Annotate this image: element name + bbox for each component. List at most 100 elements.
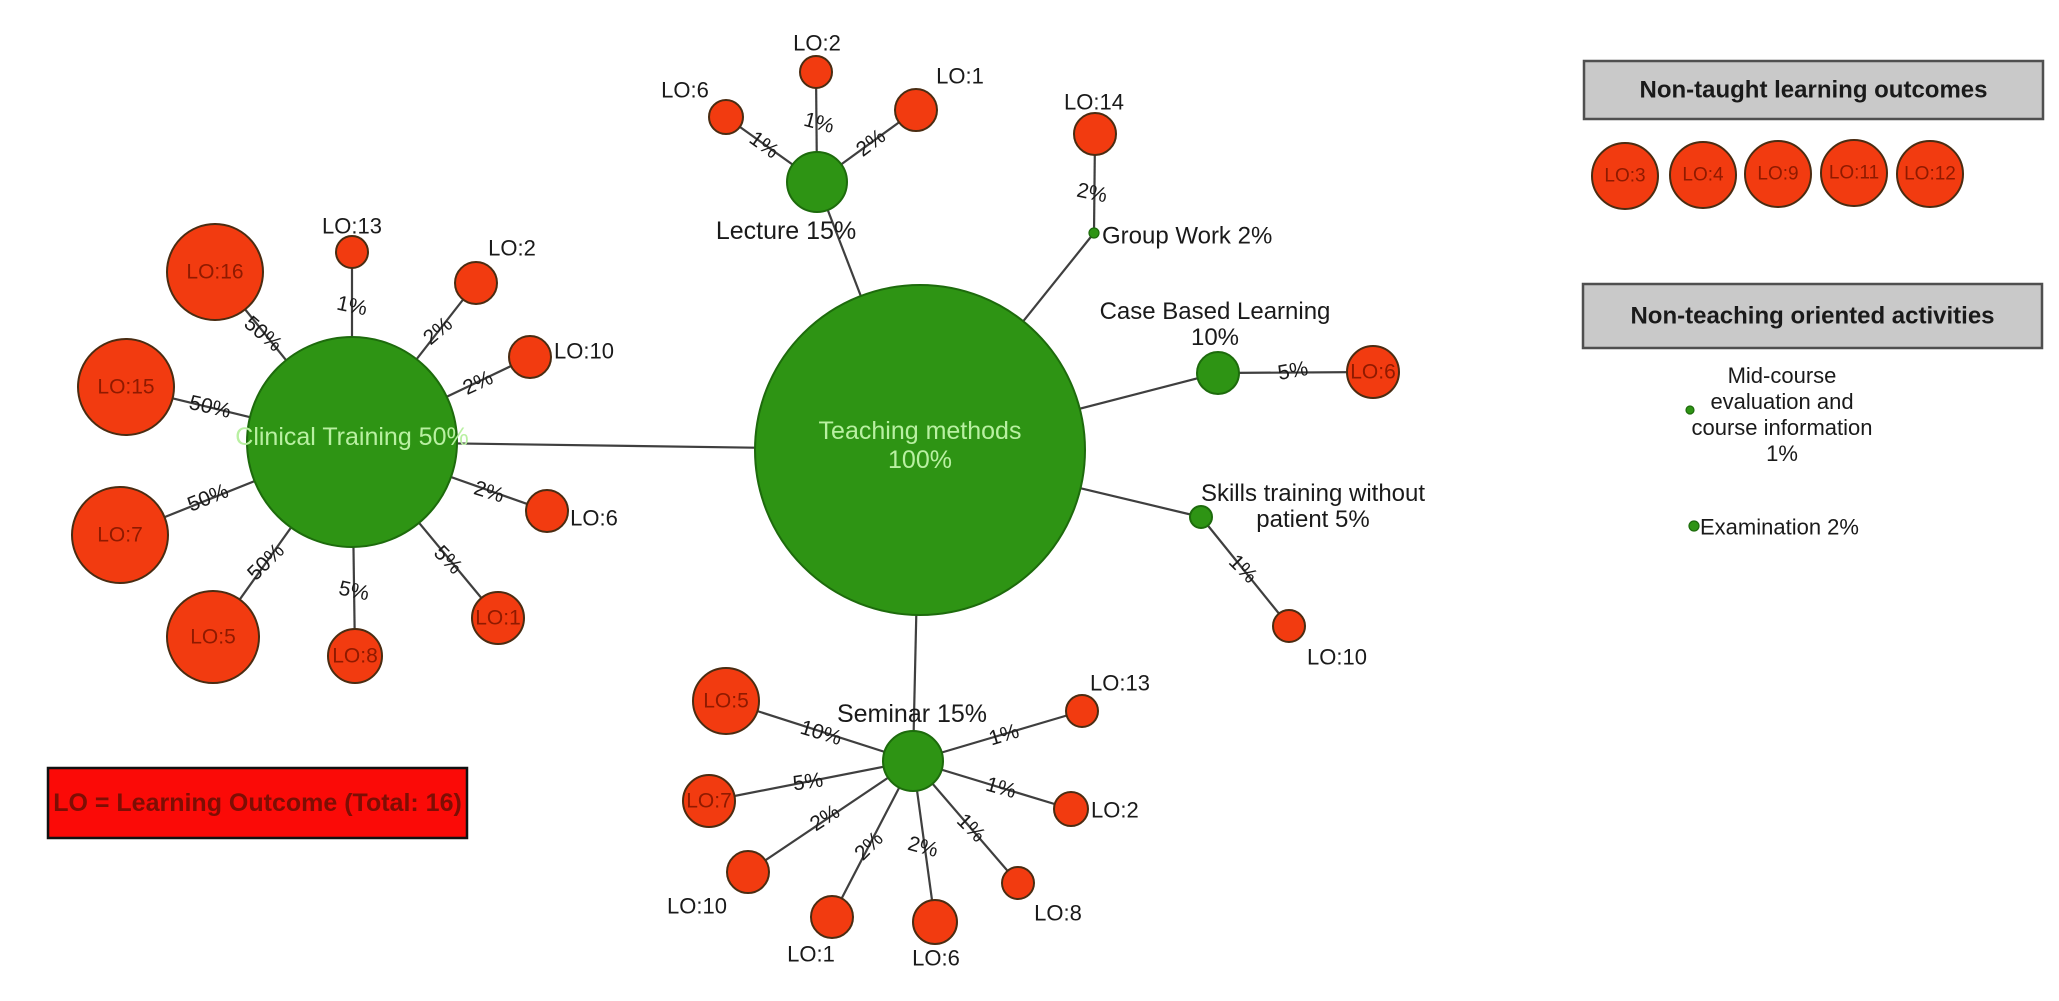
node-seminar-lo6 — [912, 899, 958, 945]
node-seminar-lo1 — [810, 895, 854, 939]
skills-training-label: Skills training without patient 5% — [1201, 480, 1425, 533]
node-seminar-lo5-label: LO:5 — [703, 690, 749, 713]
node-clinical-lo5 — [166, 590, 260, 684]
node-clinical-lo15 — [77, 338, 175, 436]
node-clinical-lo13 — [335, 235, 369, 269]
node-groupwork-lo14 — [1073, 112, 1117, 156]
node-lecture-lo6 — [708, 99, 744, 135]
node-skills-lo10 — [1272, 609, 1306, 643]
note-box — [46, 766, 469, 840]
lecture-label: Lecture 15% — [716, 217, 856, 245]
clinical-lo2-label: LO:2 — [488, 236, 536, 261]
edge-label-clinical-training-clinical-lo16: 50% — [240, 312, 287, 357]
clinical-lo10-label: LO:10 — [554, 339, 614, 364]
edge-seminar-seminar-lo10 — [747, 760, 914, 873]
node-clinical-lo7-label: LO:7 — [97, 524, 143, 547]
edge-label-seminar-seminar-lo8: 1% — [952, 809, 990, 847]
edge-label-clinical-training-clinical-lo2: 2% — [419, 312, 457, 349]
node-clinical-lo5-label: LO:5 — [190, 626, 236, 649]
node-cbl-lo6 — [1346, 345, 1400, 399]
node-legend-lo4-label: LO:4 — [1682, 165, 1724, 186]
clinical-training-label: Clinical Training 50% — [235, 423, 468, 451]
edge-label-clinical-training-clinical-lo8: 5% — [337, 577, 371, 606]
legend-non-teaching-header-label: Non-teaching oriented activities — [1630, 303, 1994, 330]
node-examination-dot — [1688, 520, 1700, 532]
clinical-lo6-label: LO:6 — [570, 506, 618, 531]
edge-label-seminar-seminar-lo6: 2% — [905, 832, 940, 862]
midcourse-label: Mid-course evaluation and course informati… — [1692, 363, 1873, 466]
node-lecture-lo2 — [799, 55, 833, 89]
lecture-lo6-label: LO:6 — [661, 78, 709, 103]
edge-label-clinical-training-clinical-lo6: 2% — [471, 477, 507, 508]
node-teaching-methods — [754, 284, 1086, 616]
node-seminar-lo10 — [726, 850, 770, 894]
lecture-lo2-label: LO:2 — [793, 31, 841, 56]
edge-label-seminar-seminar-lo2: 1% — [983, 773, 1019, 803]
edge-label-case-based-learning-cbl-lo6: 5% — [1276, 357, 1310, 385]
edge-seminar-seminar-lo7 — [708, 759, 914, 803]
edge-label-clinical-training-clinical-lo5: 50% — [243, 539, 289, 585]
skills-lo10-label: LO:10 — [1307, 645, 1367, 670]
edge-label-clinical-training-clinical-lo7: 50% — [184, 479, 232, 516]
edge-label-clinical-training-clinical-lo15: 50% — [187, 391, 233, 423]
groupwork-lo14-label: LO:14 — [1064, 90, 1124, 115]
node-clinical-lo1 — [471, 591, 525, 645]
edge-label-lecture-lecture-lo1: 2% — [852, 125, 890, 162]
legend-non-taught-header — [1582, 59, 2045, 121]
edge-label-skills-training-skills-lo10: 1% — [1224, 550, 1262, 588]
node-clinical-lo1-label: LO:1 — [475, 607, 521, 630]
node-seminar-lo5 — [692, 667, 760, 735]
edge-skills-training-skills-lo10 — [1200, 516, 1290, 627]
node-case-based-learning — [1196, 351, 1240, 395]
edge-label-clinical-training-clinical-lo10: 2% — [459, 366, 496, 400]
seminar-lo6-label: LO:6 — [912, 946, 960, 971]
node-legend-lo12 — [1896, 140, 1964, 208]
seminar-lo8-label: LO:8 — [1034, 901, 1082, 926]
node-legend-lo3 — [1591, 142, 1659, 210]
clinical-lo13-label: LO:13 — [322, 214, 382, 239]
case-based-learning-label: Case Based Learning 10% — [1100, 298, 1331, 351]
edge-label-group-work-groupwork-lo14: 2% — [1075, 179, 1109, 208]
edge-label-lecture-lecture-lo6: 1% — [745, 127, 783, 163]
node-legend-lo3-label: LO:3 — [1604, 166, 1645, 187]
node-legend-lo11 — [1820, 139, 1888, 207]
edge-label-clinical-training-clinical-lo13: 1% — [335, 292, 369, 321]
node-seminar-lo2 — [1053, 791, 1089, 827]
node-seminar-lo7-label: LO:7 — [686, 790, 732, 813]
examination-label: Examination 2% — [1700, 515, 1859, 540]
lecture-lo1-label: LO:1 — [936, 64, 984, 89]
seminar-lo10-label: LO:10 — [667, 894, 727, 919]
node-clinical-lo8-label: LO:8 — [332, 645, 378, 668]
group-work-label: Group Work 2% — [1102, 223, 1272, 250]
teaching-methods-label: Teaching methods 100% — [819, 417, 1022, 474]
node-skills-training — [1189, 505, 1213, 529]
node-legend-lo12-label: LO:12 — [1904, 164, 1956, 185]
legend-non-taught-header-label: Non-taught learning outcomes — [1640, 77, 1988, 104]
node-legend-lo9 — [1744, 140, 1812, 208]
node-cbl-lo6-label: LO:6 — [1350, 361, 1396, 384]
node-clinical-lo2 — [454, 261, 498, 305]
node-clinical-lo6 — [525, 489, 569, 533]
node-lecture — [786, 151, 848, 213]
node-clinical-lo15-label: LO:15 — [97, 376, 154, 399]
node-clinical-training — [246, 336, 458, 548]
edge-label-seminar-seminar-lo1: 2% — [850, 827, 888, 865]
node-seminar — [882, 730, 944, 792]
edge-label-lecture-lecture-lo2: 1% — [801, 108, 836, 138]
node-clinical-lo16-label: LO:16 — [186, 261, 243, 284]
node-clinical-lo7 — [71, 486, 169, 584]
node-lecture-lo1 — [894, 88, 938, 132]
legend-non-teaching-header — [1581, 282, 2044, 350]
seminar-lo2-label: LO:2 — [1091, 798, 1139, 823]
node-clinical-lo8 — [327, 628, 383, 684]
node-midcourse-dot — [1685, 405, 1695, 415]
node-seminar-lo8 — [1001, 866, 1035, 900]
seminar-label: Seminar 15% — [837, 700, 987, 728]
node-clinical-lo10 — [508, 335, 552, 379]
edge-label-seminar-seminar-lo13: 1% — [986, 720, 1022, 751]
node-legend-lo4 — [1669, 141, 1737, 209]
edge-label-seminar-seminar-lo10: 2% — [806, 800, 844, 836]
node-group-work — [1088, 227, 1100, 239]
seminar-lo13-label: LO:13 — [1090, 671, 1150, 696]
